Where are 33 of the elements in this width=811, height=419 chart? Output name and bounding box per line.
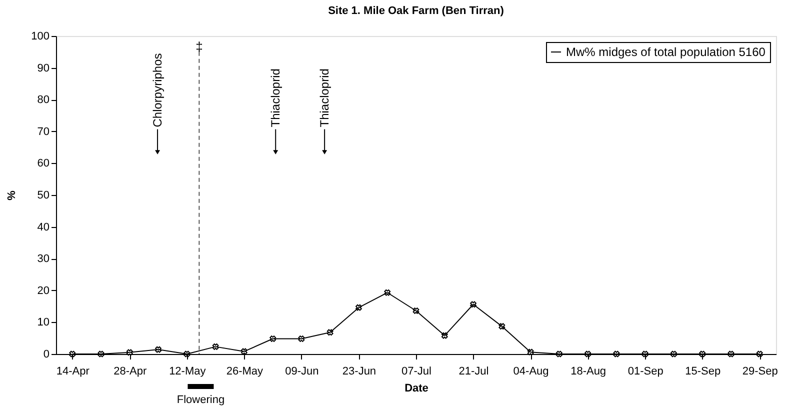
legend-label: Mw% midges of total population 5160 — [566, 45, 766, 59]
x-tick-label: 23-Jun — [342, 366, 376, 378]
y-tick-label: 80 — [37, 94, 50, 106]
chart-title: Site 1. Mile Oak Farm (Ben Tirran) — [328, 5, 504, 17]
y-tick-label: 90 — [37, 62, 50, 74]
x-tick-label: 01-Sep — [628, 366, 664, 378]
x-tick-label: 14-Apr — [56, 366, 90, 378]
y-tick-label: 100 — [31, 30, 50, 42]
annotation: Chlorpyriphos — [150, 53, 165, 128]
x-axis-title: Date — [404, 382, 428, 394]
y-tick-label: 0 — [43, 348, 50, 360]
x-tick-label: 28-Apr — [114, 366, 147, 378]
x-tick-label: 29-Sep — [742, 366, 778, 378]
annotation: Thiacloprid — [318, 68, 332, 128]
x-tick-label: 15-Sep — [685, 366, 721, 378]
x-tick-label: 04-Aug — [513, 366, 549, 378]
x-tick-label: 18-Aug — [570, 366, 606, 378]
x-tick-label: 12-May — [169, 366, 206, 378]
y-tick-label: 10 — [37, 316, 50, 329]
y-tick-label: 40 — [37, 221, 50, 234]
x-tick-label: 21-Jul — [458, 366, 489, 378]
annotation: Thiacloprid — [268, 68, 283, 128]
text: Flowering — [176, 394, 225, 406]
y-tick-label: 60 — [37, 158, 50, 170]
y-tick-label: 20 — [37, 284, 50, 297]
x-tick-label: 07-Jul — [402, 366, 432, 378]
y-tick-label: 50 — [37, 190, 50, 202]
y-axis-title: % — [6, 190, 18, 200]
x-tick-label: 26-May — [226, 366, 264, 378]
y-tick-label: 70 — [37, 126, 50, 138]
x-tick-label: 09-Jun — [285, 366, 319, 378]
ref-line-label: ‡ — [196, 38, 203, 54]
y-tick-label: 30 — [37, 253, 50, 266]
